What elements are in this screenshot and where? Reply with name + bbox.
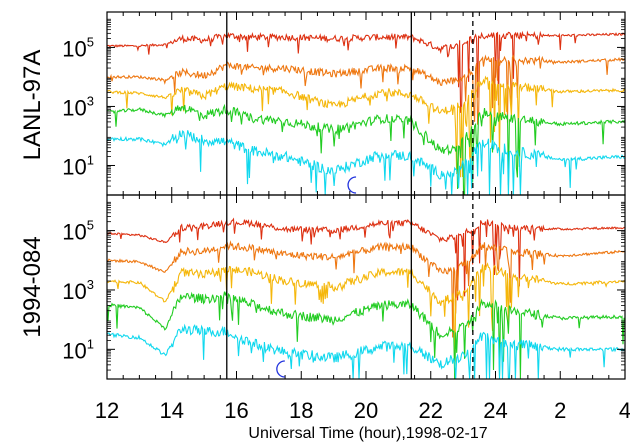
panel-title: 1994-084 bbox=[19, 236, 46, 337]
curve-group bbox=[106, 217, 626, 380]
x-tick-label: 18 bbox=[289, 398, 313, 423]
series-line bbox=[107, 30, 626, 113]
plot-frame bbox=[106, 194, 626, 380]
moon-icon bbox=[347, 176, 357, 194]
x-tick-label: 2 bbox=[554, 398, 566, 423]
y-tick-label: 105 bbox=[62, 218, 94, 245]
x-tick-label: 24 bbox=[483, 398, 507, 423]
series-line bbox=[106, 75, 626, 178]
panel-1994-084: 1994-084 101 103 105 bbox=[19, 194, 626, 380]
y-tick-label: 101 bbox=[62, 336, 94, 363]
series-line bbox=[107, 103, 626, 196]
series-line bbox=[106, 130, 626, 196]
series-line bbox=[106, 291, 626, 380]
y-tick-label: 101 bbox=[62, 152, 94, 179]
y-tick-label: 103 bbox=[62, 93, 94, 120]
series-line bbox=[106, 54, 626, 125]
x-tick-label: 14 bbox=[160, 398, 184, 423]
y-tick-label: 105 bbox=[62, 34, 94, 61]
panel-lanl-97a: LANL-97A 101 103 105 bbox=[19, 11, 626, 196]
x-axis-tick-labels: 12 14 16 18 20 22 24 2 4 bbox=[95, 398, 630, 423]
curve-group bbox=[106, 30, 626, 196]
x-tick-label: 16 bbox=[224, 398, 248, 423]
series-line bbox=[106, 262, 626, 380]
x-tick-label: 4 bbox=[619, 398, 630, 423]
x-axis-title: Universal Time (hour),1998-02-17 bbox=[248, 425, 487, 442]
series-line bbox=[106, 323, 626, 380]
moon-icon bbox=[276, 360, 285, 378]
series-line bbox=[106, 240, 626, 338]
panel-title: LANL-97A bbox=[19, 50, 46, 161]
x-tick-label: 22 bbox=[419, 398, 443, 423]
y-tick-label: 103 bbox=[62, 277, 94, 304]
series-line bbox=[106, 217, 626, 301]
x-tick-label: 12 bbox=[95, 398, 119, 423]
x-tick-label: 20 bbox=[354, 398, 378, 423]
